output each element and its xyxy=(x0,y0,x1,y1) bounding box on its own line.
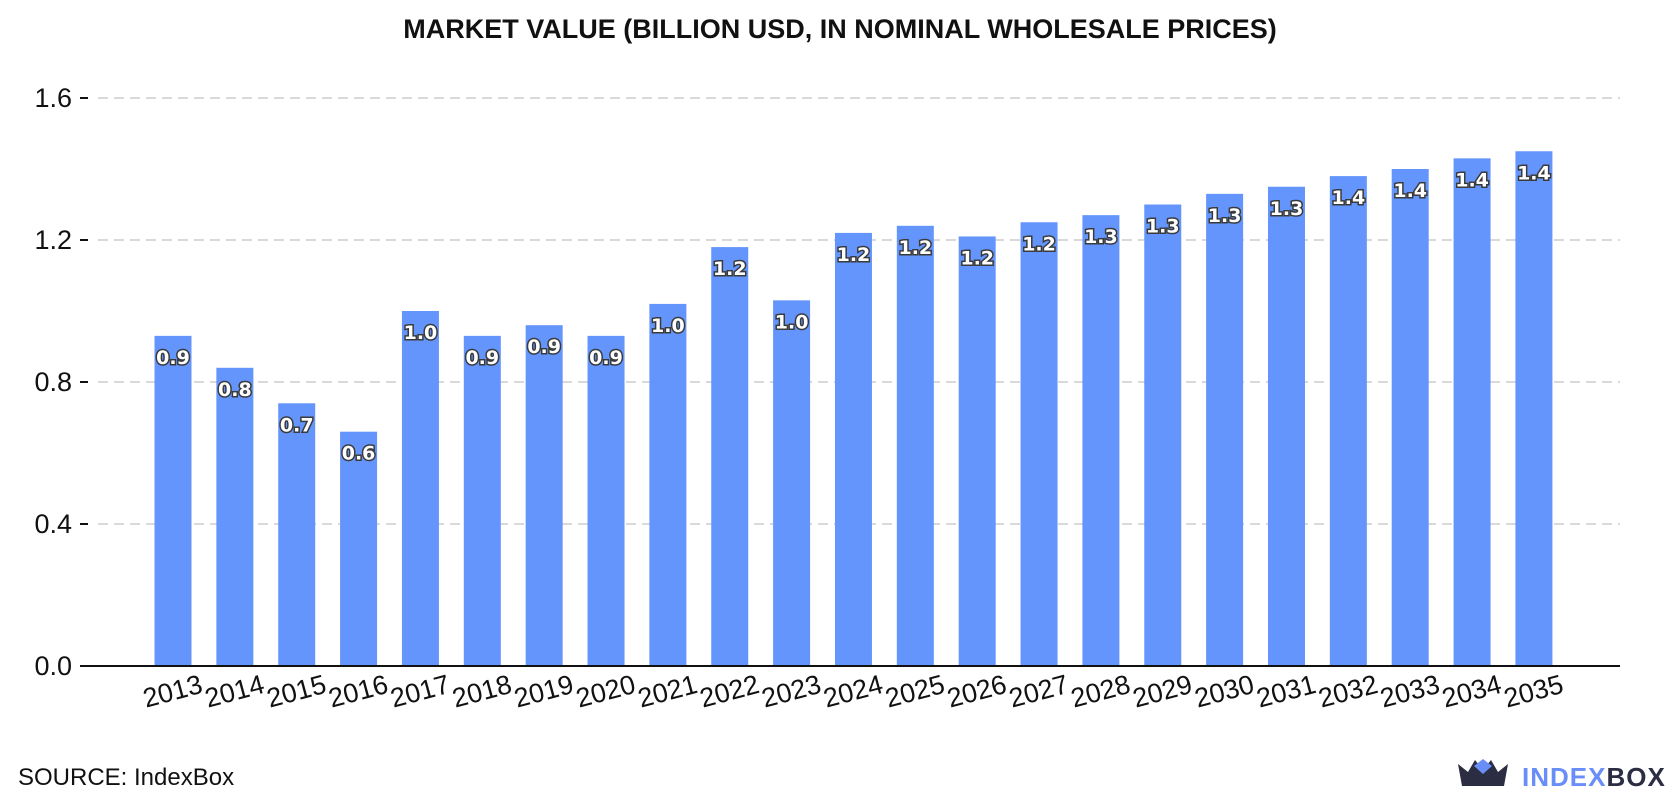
data-label: 1.2 xyxy=(898,237,932,259)
x-axis: 2013201420152016201720182019202020212022… xyxy=(140,669,1567,714)
data-label: 1.4 xyxy=(1332,187,1366,209)
bar xyxy=(154,335,192,666)
x-tick-label: 2018 xyxy=(449,669,515,714)
bar xyxy=(1453,158,1491,666)
data-label: 0.9 xyxy=(589,347,623,369)
bar xyxy=(958,236,996,666)
data-label: 1.3 xyxy=(1146,216,1180,238)
y-tick-label: 1.2 xyxy=(34,225,72,255)
bar xyxy=(1082,215,1120,666)
x-tick-label: 2031 xyxy=(1253,669,1319,714)
bar xyxy=(1267,186,1305,666)
data-label: 1.2 xyxy=(837,244,871,266)
bar xyxy=(216,367,254,666)
brand-name-part2: BOX xyxy=(1606,762,1666,792)
bar xyxy=(1515,151,1553,666)
bar xyxy=(587,335,625,666)
data-label: 0.9 xyxy=(156,347,190,369)
data-label: 1.2 xyxy=(1022,233,1056,255)
data-label: 1.4 xyxy=(1393,180,1427,202)
data-label: 1.4 xyxy=(1455,169,1489,191)
bar xyxy=(1329,176,1367,666)
bar xyxy=(278,403,316,666)
x-tick-label: 2015 xyxy=(263,669,329,714)
x-tick-label: 2025 xyxy=(882,669,948,714)
bar xyxy=(1206,193,1244,666)
data-label: 0.6 xyxy=(342,443,376,465)
data-label: 1.3 xyxy=(1084,226,1118,248)
x-tick-label: 2034 xyxy=(1439,669,1505,714)
y-tick-label: 0.8 xyxy=(34,367,72,397)
x-tick-label: 2028 xyxy=(1068,669,1134,714)
data-label: 1.0 xyxy=(651,315,685,337)
data-label: 0.9 xyxy=(527,336,561,358)
data-label: 1.0 xyxy=(404,322,438,344)
x-tick-label: 2029 xyxy=(1130,669,1196,714)
x-tick-label: 2020 xyxy=(573,669,639,714)
x-tick-label: 2014 xyxy=(202,669,268,714)
y-tick-label: 0.0 xyxy=(34,651,72,681)
source-note: SOURCE: IndexBox xyxy=(18,764,235,791)
bar xyxy=(463,335,501,666)
bar xyxy=(1020,222,1058,666)
bar xyxy=(896,225,934,667)
bars xyxy=(154,151,1553,667)
indexbox-logo-icon xyxy=(1458,759,1508,786)
x-tick-label: 2033 xyxy=(1377,669,1443,714)
x-tick-label: 2023 xyxy=(758,669,824,714)
brand-name-part1: INDEX xyxy=(1522,762,1607,792)
brand-name: INDEXBOX xyxy=(1522,762,1666,793)
bar xyxy=(340,431,378,666)
data-label: 1.4 xyxy=(1517,162,1551,184)
data-label: 0.7 xyxy=(280,414,314,436)
x-tick-label: 2026 xyxy=(944,669,1010,714)
x-tick-label: 2021 xyxy=(635,669,701,714)
bar-chart: 0.00.40.81.21.6 0.90.80.70.61.00.9 0.9 0.9… xyxy=(34,83,1620,714)
x-tick-label: 2027 xyxy=(1006,669,1072,714)
data-label: 0.8 xyxy=(218,379,252,401)
bar xyxy=(1391,169,1429,666)
x-tick-label: 2019 xyxy=(511,669,577,714)
bar xyxy=(773,300,811,666)
y-axis: 0.0 0.4 0.8 1.2 1.6 xyxy=(34,83,88,681)
bar xyxy=(834,232,872,666)
data-label: 0.9 xyxy=(465,347,499,369)
bar xyxy=(649,303,687,666)
x-tick-label: 2024 xyxy=(820,669,886,714)
data-labels: 0.9 0.8 0.7 0.6 1.0 0.9 0.9 0.9 1.0 1.2 1.0 1.2 1.2 1… xyxy=(155,161,1553,466)
chart-title: MARKET VALUE (BILLION USD, IN NOMINAL WH… xyxy=(403,14,1277,44)
bar xyxy=(401,311,439,666)
data-label: 1.2 xyxy=(960,247,994,269)
data-label: 1.3 xyxy=(1270,198,1304,220)
x-tick-label: 2022 xyxy=(697,669,763,714)
y-tick-label: 1.6 xyxy=(34,83,72,113)
bar xyxy=(1144,204,1182,666)
indexbox-logo[interactable]: INDEXBOX xyxy=(1456,756,1666,796)
bar xyxy=(525,325,563,666)
bar xyxy=(711,247,749,666)
data-label: 1.2 xyxy=(713,258,747,280)
x-tick-label: 2017 xyxy=(387,669,453,714)
y-tick-label: 0.4 xyxy=(34,509,72,539)
x-tick-label: 2032 xyxy=(1315,669,1381,714)
x-tick-label: 2016 xyxy=(325,669,391,714)
data-label: 1.0 xyxy=(775,311,809,333)
x-tick-label: 2030 xyxy=(1191,669,1257,714)
data-label: 1.3 xyxy=(1208,205,1242,227)
x-tick-label: 2035 xyxy=(1501,669,1567,714)
x-tick-label: 2013 xyxy=(140,669,206,714)
